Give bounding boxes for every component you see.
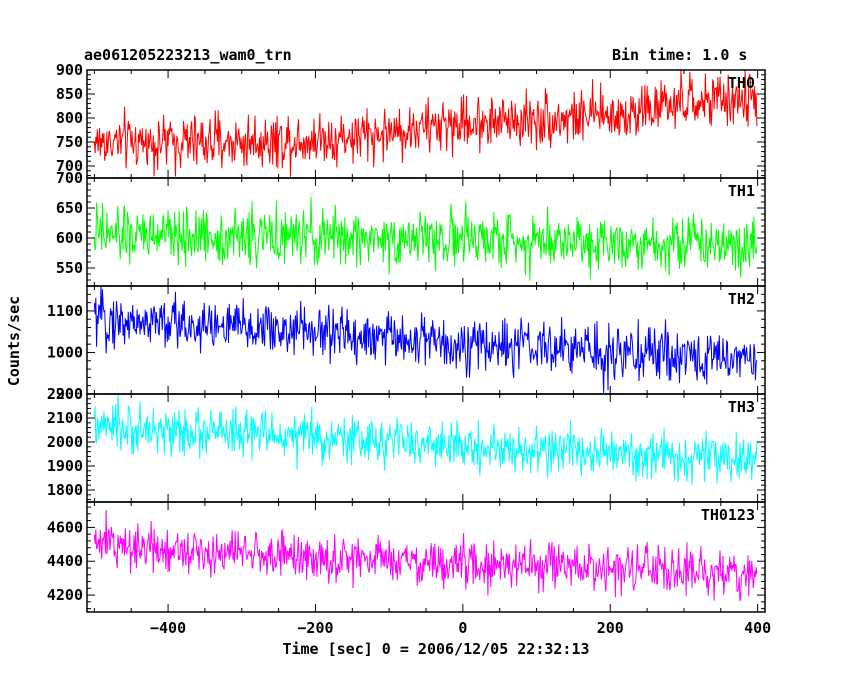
series-line-th2 <box>93 286 758 394</box>
y-tick-label: 800 <box>56 109 83 127</box>
y-tick-label: 4200 <box>47 586 83 604</box>
y-tick-label: 900 <box>56 61 83 79</box>
y-tick-label: 550 <box>56 259 83 277</box>
y-tick-label: 700 <box>56 169 83 187</box>
y-tick-label: 2000 <box>47 433 83 451</box>
y-tick-label: 600 <box>56 229 83 247</box>
y-tick-label: 900 <box>56 385 83 403</box>
y-axis-label: Counts/sec <box>5 296 23 386</box>
series-line-th1 <box>93 196 758 281</box>
series-line-th0123 <box>93 510 758 601</box>
x-axis-label: Time [sec] 0 = 2006/12/05 22:32:13 <box>282 640 589 658</box>
panel-label-th3: TH3 <box>728 398 755 416</box>
series-line-th0 <box>93 70 758 178</box>
y-tick-label: 4600 <box>47 518 83 536</box>
y-tick-label: 1900 <box>47 457 83 475</box>
y-tick-label: 1000 <box>47 343 83 361</box>
y-tick-label: 750 <box>56 133 83 151</box>
x-tick-label: −200 <box>297 619 333 637</box>
y-tick-label: 2200 <box>47 385 83 403</box>
y-tick-label: 1100 <box>47 302 83 320</box>
y-tick-label: 2100 <box>47 409 83 427</box>
panel-label-th1: TH1 <box>728 182 755 200</box>
x-tick-label: 400 <box>744 619 771 637</box>
y-tick-label: 1800 <box>47 481 83 499</box>
bin-time-label: Bin time: 1.0 s <box>612 46 748 64</box>
y-tick-label: 4400 <box>47 552 83 570</box>
chart-title: ae061205223213_wam0_trn <box>84 46 292 64</box>
panel-label-th2: TH2 <box>728 290 755 308</box>
panel-label-th0: TH0 <box>728 74 755 92</box>
x-tick-label: 200 <box>597 619 624 637</box>
y-tick-label: 850 <box>56 85 83 103</box>
x-tick-label: 0 <box>458 619 467 637</box>
y-tick-label: 650 <box>56 199 83 217</box>
panel-label-th0123: TH0123 <box>701 506 755 524</box>
series-line-th3 <box>93 394 758 485</box>
x-tick-label: −400 <box>150 619 186 637</box>
y-tick-label: 700 <box>56 157 83 175</box>
